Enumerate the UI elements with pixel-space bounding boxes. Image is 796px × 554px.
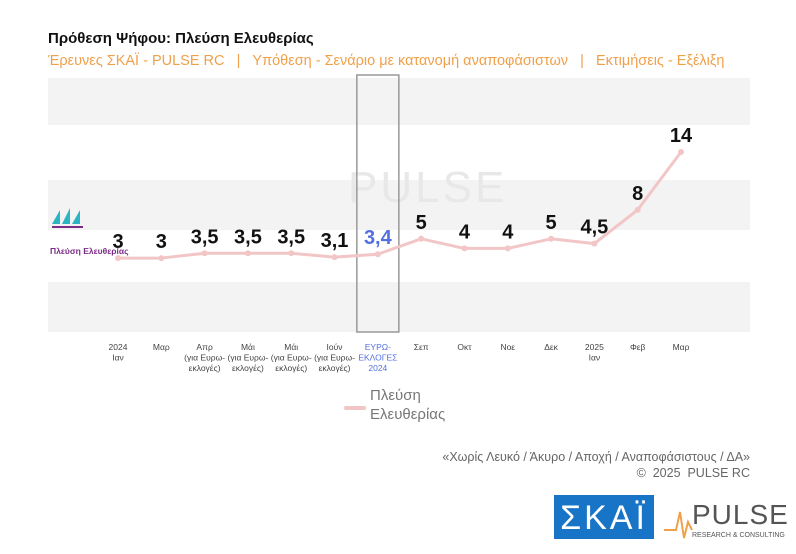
x-tick-label: ΕΥΡΩ- [365, 342, 391, 352]
party-logo: Πλεύση Ελευθερίας [50, 208, 129, 256]
data-label: 5 [546, 212, 557, 234]
data-label: 4 [459, 221, 471, 243]
x-tick-label: Ιαν [589, 353, 601, 363]
x-tick-label: ΕΚΛΟΓΕΣ [358, 353, 397, 363]
point [678, 149, 684, 155]
x-tick-label: 2024 [368, 363, 387, 373]
point [634, 206, 641, 213]
data-label: 14 [670, 125, 693, 147]
watermark: PULSE [348, 163, 507, 212]
point [374, 251, 381, 258]
chart-title: Πρόθεση Ψήφου: Πλεύση Ελευθερίας [48, 30, 314, 47]
x-tick-label: Μαρ [153, 342, 170, 352]
point [504, 245, 511, 252]
point [115, 255, 121, 262]
point [158, 255, 165, 262]
line [118, 151, 683, 260]
data-label: 3 [156, 231, 167, 253]
broadcaster-logo [554, 495, 654, 539]
x-tick-label: εκλογές) [275, 363, 307, 373]
point [288, 250, 295, 257]
data-label: 4 [502, 221, 514, 243]
data-label: 3 [112, 231, 123, 253]
x-tick-label: εκλογές) [232, 363, 264, 373]
copyright: © 2025 PULSE RC [637, 466, 750, 480]
legend-label: Πλεύση Ελευθερίας [370, 387, 446, 423]
x-tick-label: 2024 [109, 342, 128, 352]
point [244, 250, 251, 257]
chart-subtitle: Έρευνες ΣΚΑΪ - PULSE RC | Υπόθεση - Σενά… [47, 52, 724, 69]
point [418, 235, 425, 242]
x-tick-label: Μαρ [673, 342, 690, 352]
data-label: 3,5 [234, 226, 262, 248]
pollster-logo-mark [664, 511, 693, 539]
point [461, 245, 468, 252]
data-label: 5 [416, 212, 427, 234]
x-tick-label: Οκτ [457, 342, 472, 352]
data-label: 3,4 [364, 227, 393, 249]
x-tick-label: Σεπ [414, 342, 429, 352]
footnote: «Χωρίς Λευκό / Άκυρο / Αποχή / Αναποφάσι… [442, 450, 750, 464]
x-tick-label: Φεβ [630, 342, 646, 352]
x-tick-label: Ιαν [112, 353, 124, 363]
x-tick-label: Νοε [500, 342, 515, 352]
x-tick-label: Δεκ [544, 342, 558, 352]
x-tick-label: (για Ευρω- [227, 353, 268, 363]
legend: Πλεύση Ελευθερίας [370, 387, 446, 423]
x-tick-label: (για Ευρω- [184, 353, 225, 363]
point [331, 254, 338, 261]
highlight-box [356, 74, 400, 333]
x-tick-label: εκλογές) [319, 363, 351, 373]
data-label: 4,5 [580, 217, 608, 239]
point [201, 250, 208, 257]
point [591, 240, 598, 247]
pollster-tagline: RESEARCH & CONSULTING [692, 532, 785, 539]
x-tick-label: (για Ευρω- [314, 353, 355, 363]
x-tick-label: Απρ [196, 342, 213, 352]
x-tick-label: Μάι [284, 342, 298, 352]
party-logo-text: Πλεύση Ελευθερίας [50, 246, 129, 256]
x-tick-label: Μάι [241, 342, 255, 352]
data-label: 3,5 [191, 226, 219, 248]
logo-sails [52, 208, 80, 224]
data-label: 8 [632, 183, 643, 205]
pollster-logo-text: PULSE [692, 499, 789, 530]
x-tick-label: Ιούν [327, 342, 343, 352]
data-label: 3,1 [321, 230, 349, 252]
point [548, 235, 555, 242]
x-tick-label: 2025 [585, 342, 604, 352]
x-tick-label: (για Ευρω- [271, 353, 312, 363]
x-tick-label: εκλογές) [189, 363, 221, 373]
data-label: 3,5 [277, 226, 305, 248]
broadcaster-logo-text: ΣΚΑΪ [560, 499, 648, 537]
